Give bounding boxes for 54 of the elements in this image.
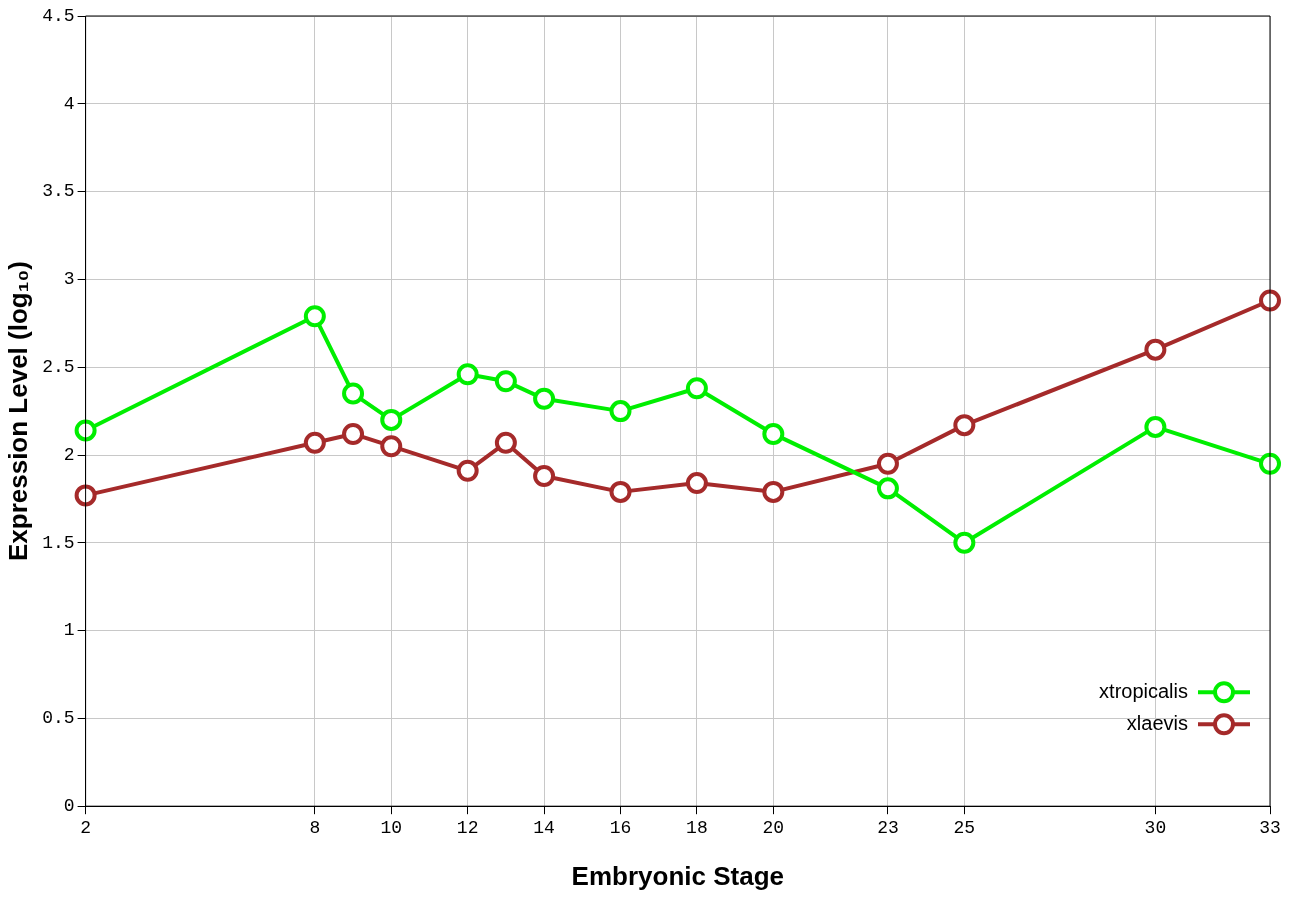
x-tick-label: 25 [953,817,976,838]
point [380,435,403,458]
x-tick-label: 18 [686,817,708,838]
point [456,363,479,386]
legend-label: xlaevis [1126,711,1188,734]
point [494,431,517,454]
point [1144,338,1167,361]
x-tick-label: 30 [1144,817,1167,838]
point [303,305,326,328]
y-tick-label: 0.5 [42,708,75,729]
x-tick-label: 2 [80,817,92,838]
point [342,422,365,445]
x-tick-label: 12 [456,817,479,838]
y-tick-label: 2.5 [42,356,75,377]
point [762,422,785,445]
point [380,408,403,431]
point [1259,452,1281,475]
y-tick-label: 3 [63,269,75,290]
point [609,480,632,503]
point [456,459,479,482]
point [953,531,976,554]
point [685,377,708,400]
y-tick-label: 2 [63,444,75,465]
point [74,484,97,507]
point [685,472,708,495]
point [74,419,97,442]
x-tick-label: 10 [380,817,403,838]
point [533,465,556,488]
x-tick-label: 14 [533,817,555,838]
point [494,370,517,393]
point [303,431,326,454]
point [953,414,976,437]
y-tick-label: 1.5 [42,532,75,553]
x-tick-label: 23 [877,817,899,838]
point [533,387,556,410]
x-tick-label: 20 [762,817,785,838]
point [1144,415,1167,438]
y-tick-label: 4.5 [42,5,75,26]
y-tick-label: 0 [63,795,75,816]
x-tick-label: 33 [1259,817,1281,838]
point [876,452,899,475]
x-tick-label: 16 [609,817,632,838]
y-tick-label: 1 [63,620,75,641]
y-tick-label: 3.5 [42,181,75,202]
point [609,400,632,423]
point [342,382,365,405]
y-axis-title: Expression Level (log₁₀) [2,261,33,562]
point [762,480,785,503]
x-tick-label: 8 [309,817,321,838]
legend-label: xtropicalis [1099,679,1188,702]
x-axis-title: Embryonic Stage [571,860,785,891]
point [876,477,899,500]
point [1259,289,1281,312]
y-tick-label: 4 [63,93,75,114]
